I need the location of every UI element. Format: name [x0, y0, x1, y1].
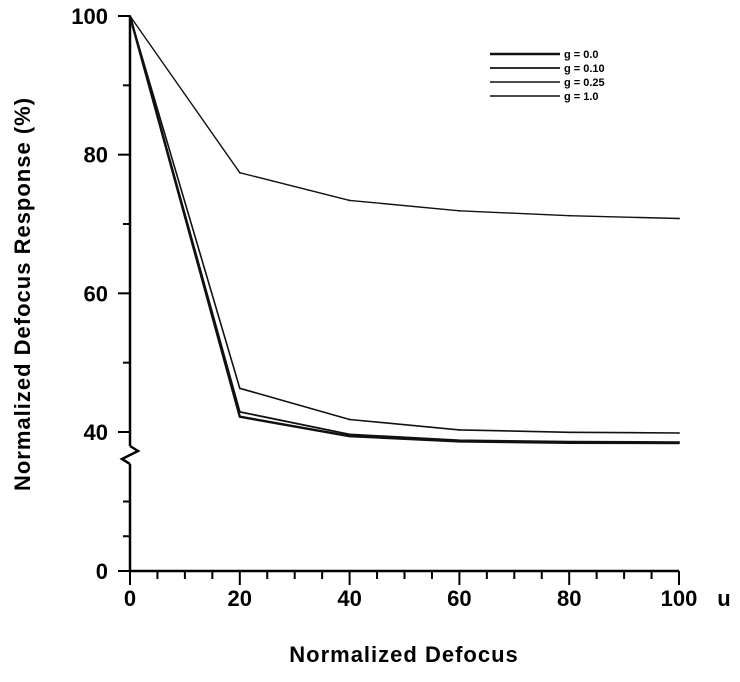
series-line-3	[129, 15, 680, 220]
data-point	[238, 387, 241, 390]
series-layer	[128, 15, 680, 445]
data-point	[348, 418, 351, 421]
y-tick-label: 60	[84, 281, 108, 306]
y-tick-label: 0	[96, 559, 108, 584]
legend: g = 0.0 g = 0.10 g = 0.25 g = 1.0	[490, 49, 605, 103]
x-tick-label: 0	[124, 586, 136, 611]
x-axis-title: Normalized Defocus	[289, 642, 519, 667]
x-tick-label: 80	[557, 586, 581, 611]
y-tick-label: 100	[71, 4, 108, 29]
data-point	[678, 217, 680, 220]
x-tick-label: 60	[447, 586, 471, 611]
legend-label-2: g = 0.25	[564, 77, 605, 89]
data-point	[348, 433, 351, 436]
data-point	[568, 214, 571, 217]
data-point	[348, 435, 351, 438]
data-point	[568, 440, 571, 443]
data-point	[458, 439, 461, 442]
series-line-1	[129, 15, 680, 444]
data-point	[458, 429, 461, 431]
x-tick-label: 20	[228, 586, 252, 611]
data-point	[129, 15, 131, 17]
y-tick-label: 80	[84, 143, 108, 168]
series-line-0	[128, 15, 680, 445]
x-tick-label: 40	[337, 586, 361, 611]
y-axis-break-mark	[119, 444, 141, 466]
data-point	[678, 432, 680, 434]
x-unit-label: u	[717, 586, 730, 611]
x-tick-label: 100	[661, 586, 698, 611]
y-tick-label: 40	[84, 420, 108, 445]
data-point	[238, 171, 241, 174]
data-point	[568, 431, 571, 434]
legend-label-1: g = 0.10	[564, 63, 605, 75]
axes-layer: 0 20 40 60 80 100 0 40 60 80 100	[71, 4, 697, 611]
data-point	[238, 410, 241, 413]
data-point	[678, 441, 680, 443]
data-point	[238, 415, 241, 418]
data-point	[458, 209, 461, 212]
legend-label-0: g = 0.0	[564, 49, 599, 61]
data-point	[348, 199, 351, 202]
series-line-2	[129, 15, 680, 434]
y-axis-title: Normalized Defocus Response (%)	[10, 97, 35, 491]
legend-label-3: g = 1.0	[564, 91, 599, 103]
